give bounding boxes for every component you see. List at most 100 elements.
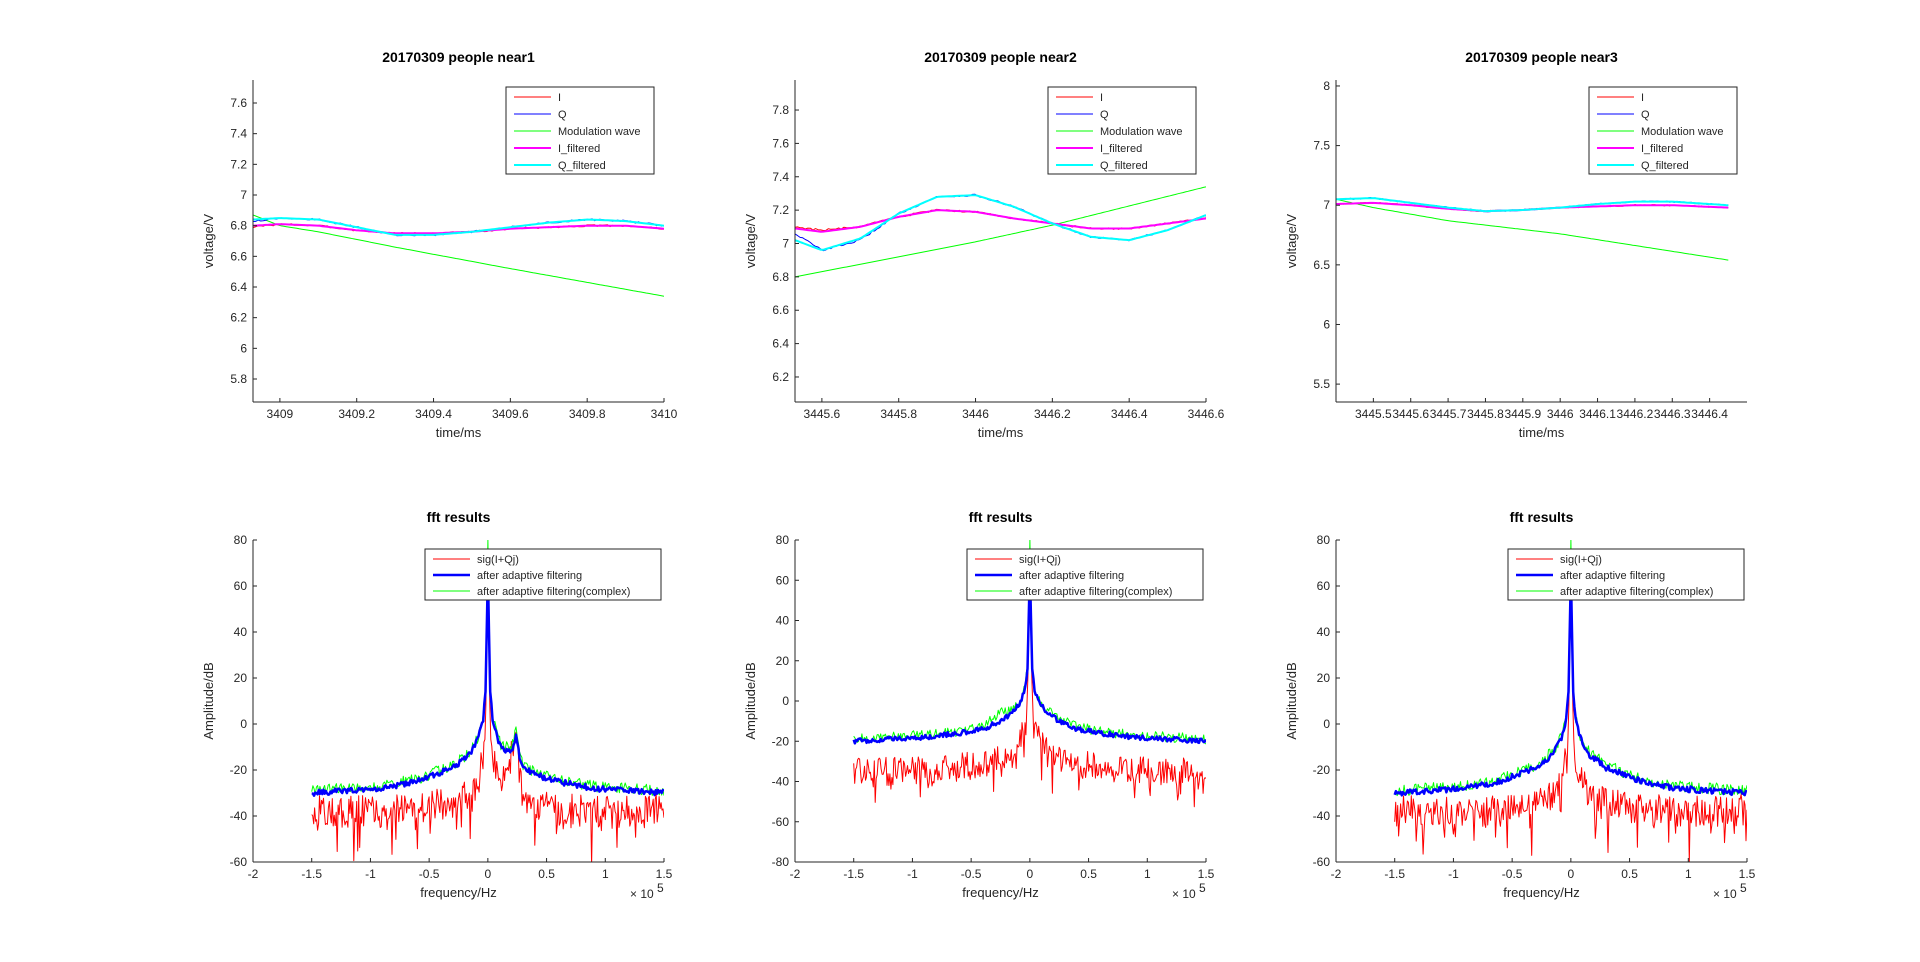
legend-label: I (1100, 92, 1103, 104)
legend: IQ Modulation wave I_filtered Q_filtered (1047, 86, 1197, 175)
x-tick-label: 3445.5 (1355, 407, 1392, 421)
x-tick-label: -0.5 (1502, 867, 1523, 881)
legend-label: I_filtered (558, 143, 600, 155)
y-tick-label: 7.4 (230, 127, 247, 141)
y-tick-label: 5.8 (230, 372, 247, 386)
x-tick-label: 3446 (1547, 407, 1574, 421)
x-tick-label: 3409.4 (415, 407, 452, 421)
chart-1: 3409 3409.2 3409.4 3409.6 3409.8 3410 5.8 6 6.2 6… (201, 49, 678, 440)
x-tick-label: 3409.2 (338, 407, 375, 421)
legend-label: after adaptive filtering (1019, 570, 1124, 582)
x-axis-label: frequency/Hz (962, 885, 1039, 900)
y-tick-label: 8 (1323, 79, 1330, 93)
x-tick-label: 1.5 (1198, 867, 1215, 881)
x-tick-label: 1 (602, 867, 609, 881)
x-axis-label: time/ms (978, 425, 1024, 440)
legend: IQ Modulation wave I_filtered Q_filtered (1588, 86, 1738, 175)
y-tick-label: 7 (1323, 198, 1330, 212)
x-exponent-label: × 10 (1172, 887, 1196, 901)
x-tick-label: 3446.2 (1034, 407, 1071, 421)
legend-label: Q (1641, 109, 1650, 121)
x-tick-label: -0.5 (961, 867, 982, 881)
legend-label: Q (1100, 109, 1109, 121)
series-line-i-filtered (795, 209, 1206, 233)
legend: sig(I+Qj) after adaptive filtering after a… (1507, 548, 1745, 601)
y-tick-label: 6.8 (772, 270, 789, 284)
x-exponent-value: 5 (1199, 881, 1206, 895)
series-line-after-adaptive-filtering-complex- (311, 540, 664, 796)
x-tick-label: -1.5 (301, 867, 322, 881)
y-tick-label: 7.2 (772, 203, 789, 217)
legend-label: Q_filtered (1100, 160, 1148, 172)
legend-label: after adaptive filtering (1560, 570, 1665, 582)
y-tick-label: 40 (1317, 625, 1331, 639)
chart-6: -2 -1.5 -1 -0.5 0 0.5 1 1.5 -60 -40 -20 0 20 40 60 80 ff… (1284, 509, 1756, 901)
y-tick-label: 20 (234, 671, 248, 685)
legend-label: I (1641, 92, 1644, 104)
y-tick-label: -20 (772, 734, 790, 748)
y-tick-label: -20 (1313, 763, 1331, 777)
x-axis-label: time/ms (436, 425, 482, 440)
y-tick-label: 40 (234, 625, 248, 639)
y-tick-label: 6 (240, 341, 247, 355)
x-tick-label: 3445.8 (1467, 407, 1504, 421)
y-tick-label: 6 (1323, 317, 1330, 331)
y-tick-label: -40 (772, 775, 790, 789)
chart-title: fft results (969, 509, 1033, 525)
y-axis-label: Amplitude/dB (743, 662, 758, 739)
y-tick-label: 6.6 (230, 249, 247, 263)
y-tick-label: 6.4 (230, 280, 247, 294)
x-tick-label: 1 (1685, 867, 1692, 881)
x-tick-label: 3445.7 (1430, 407, 1467, 421)
y-tick-label: 6.4 (772, 337, 789, 351)
chart-2: 3445.6 3445.8 3446 3446.2 3446.4 3446.6 6.2 6.4… (743, 49, 1225, 440)
x-tick-label: 3446.4 (1111, 407, 1148, 421)
x-tick-label: 3445.8 (880, 407, 917, 421)
y-tick-label: 7.4 (772, 170, 789, 184)
y-tick-label: -60 (772, 815, 790, 829)
legend-label: sig(I+Qj) (477, 554, 519, 566)
y-axis-label: voltage/V (201, 214, 216, 269)
y-tick-label: 5.5 (1313, 377, 1330, 391)
chart-title: 20170309 people near3 (1465, 49, 1618, 65)
x-exponent-label: × 10 (1713, 887, 1737, 901)
y-axis-label: voltage/V (1284, 214, 1299, 269)
x-exponent-label: × 10 (630, 887, 654, 901)
x-tick-label: 3409.6 (492, 407, 529, 421)
y-tick-label: 6.6 (772, 303, 789, 317)
x-exponent-value: 5 (1740, 881, 1747, 895)
x-tick-label: 0 (1568, 867, 1575, 881)
series-group (795, 186, 1206, 278)
y-tick-label: 60 (234, 579, 248, 593)
x-tick-label: 3446.3 (1654, 407, 1691, 421)
y-tick-label: 6.2 (230, 311, 247, 325)
y-tick-label: 7.8 (772, 103, 789, 117)
series-line-after-adaptive-filtering-complex- (853, 540, 1206, 745)
chart-title: fft results (427, 509, 491, 525)
y-tick-label: 40 (776, 614, 790, 628)
x-tick-label: 0.5 (538, 867, 555, 881)
x-tick-label: 0.5 (1080, 867, 1097, 881)
y-tick-label: 6.8 (230, 219, 247, 233)
x-tick-label: 3445.6 (804, 407, 841, 421)
x-tick-label: 0 (485, 867, 492, 881)
legend-label: sig(I+Qj) (1560, 554, 1602, 566)
legend: sig(I+Qj) after adaptive filtering after a… (424, 548, 662, 601)
x-tick-label: 3446 (962, 407, 989, 421)
x-tick-label: 1.5 (656, 867, 673, 881)
x-tick-label: 1 (1144, 867, 1151, 881)
legend-label: Modulation wave (1100, 126, 1183, 138)
legend-label: I (558, 92, 561, 104)
y-tick-label: 7 (240, 188, 247, 202)
x-tick-label: 3446.6 (1188, 407, 1225, 421)
y-tick-label: 0 (782, 694, 789, 708)
y-tick-label: 60 (1317, 579, 1331, 593)
x-tick-label: -1.5 (843, 867, 864, 881)
x-tick-label: 3445.9 (1504, 407, 1541, 421)
series-line-modulation-wave (253, 214, 664, 297)
legend-label: I_filtered (1641, 143, 1683, 155)
legend: sig(I+Qj) after adaptive filtering after a… (966, 548, 1204, 601)
chart-title: fft results (1510, 509, 1574, 525)
legend: IQ Modulation wave I_filtered Q_filtered (505, 86, 655, 175)
